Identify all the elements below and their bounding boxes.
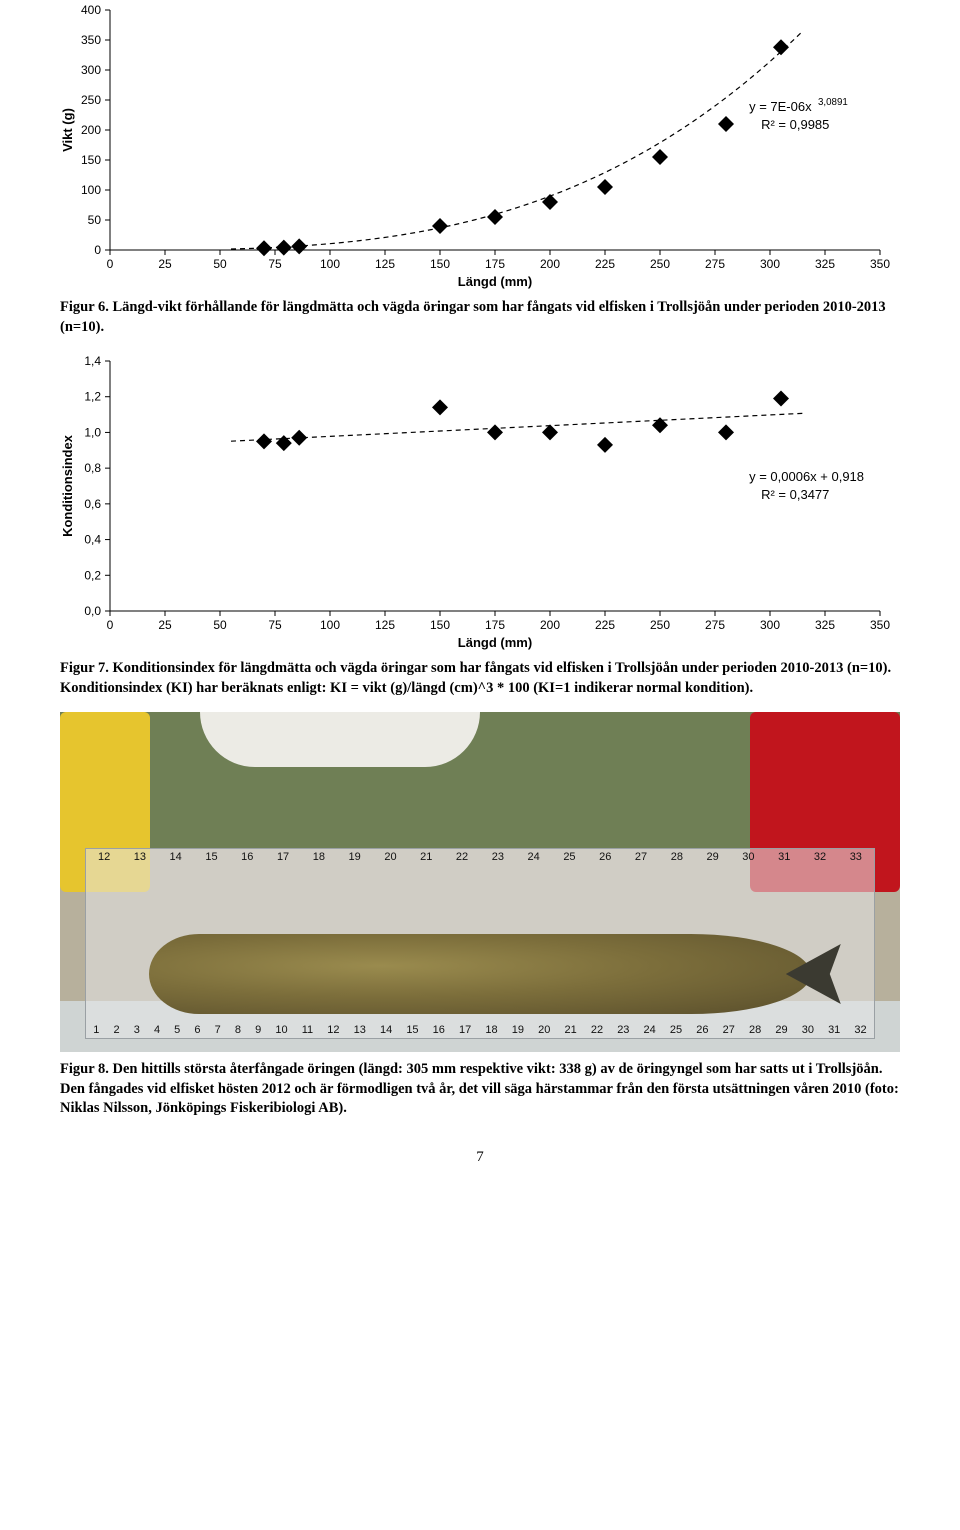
svg-text:1,2: 1,2 — [84, 390, 101, 404]
svg-text:75: 75 — [268, 257, 282, 271]
figure-8-caption: Figur 8. Den hittills största återfångad… — [60, 1060, 900, 1119]
svg-text:R² = 0,9985: R² = 0,9985 — [761, 117, 829, 132]
svg-text:Konditionsindex: Konditionsindex — [60, 434, 75, 537]
ruler-scale-bottom: 1234567891011121314151617181920212223242… — [86, 1024, 874, 1036]
ruler-scale-top: 1213141516171819202122232425262728293031… — [86, 851, 874, 863]
svg-text:350: 350 — [870, 257, 890, 271]
svg-text:25: 25 — [158, 618, 172, 632]
figure-6-caption: Figur 6. Längd-vikt förhållande för läng… — [60, 298, 900, 337]
svg-text:300: 300 — [760, 257, 780, 271]
svg-text:y = 0,0006x + 0,918: y = 0,0006x + 0,918 — [749, 469, 864, 484]
svg-text:175: 175 — [485, 618, 505, 632]
svg-text:300: 300 — [760, 618, 780, 632]
svg-text:150: 150 — [81, 153, 101, 167]
svg-text:50: 50 — [213, 618, 227, 632]
svg-text:0,0: 0,0 — [84, 604, 101, 618]
fish-photo: 1213141516171819202122232425262728293031… — [60, 712, 900, 1052]
svg-text:1,4: 1,4 — [84, 354, 101, 368]
svg-text:225: 225 — [595, 257, 615, 271]
length-weight-chart: 0 25 50 75 100 125 150 175 200 225 250 275 300 325 350… — [60, 0, 900, 290]
svg-text:200: 200 — [540, 257, 560, 271]
measuring-ruler: 1213141516171819202122232425262728293031… — [85, 848, 875, 1038]
svg-text:100: 100 — [320, 618, 340, 632]
svg-text:3,0891: 3,0891 — [818, 97, 848, 108]
svg-text:100: 100 — [81, 183, 101, 197]
figure-7-caption: Figur 7. Konditionsindex för längdmätta … — [60, 659, 900, 698]
svg-text:250: 250 — [81, 93, 101, 107]
svg-text:275: 275 — [705, 257, 725, 271]
svg-text:75: 75 — [268, 618, 282, 632]
svg-text:200: 200 — [81, 123, 101, 137]
photo-white-bowl — [200, 712, 480, 767]
svg-text:275: 275 — [705, 618, 725, 632]
svg-text:100: 100 — [320, 257, 340, 271]
svg-text:125: 125 — [375, 618, 395, 632]
svg-text:300: 300 — [81, 63, 101, 77]
svg-text:350: 350 — [81, 33, 101, 47]
page-number: 7 — [60, 1149, 900, 1166]
svg-text:200: 200 — [540, 618, 560, 632]
svg-text:50: 50 — [88, 213, 102, 227]
svg-text:325: 325 — [815, 257, 835, 271]
svg-text:0: 0 — [107, 257, 114, 271]
svg-text:150: 150 — [430, 618, 450, 632]
svg-text:175: 175 — [485, 257, 505, 271]
svg-text:250: 250 — [650, 618, 670, 632]
trout-specimen — [149, 934, 811, 1014]
svg-text:0,6: 0,6 — [84, 497, 101, 511]
svg-text:R² = 0,3477: R² = 0,3477 — [761, 487, 829, 502]
svg-text:y = 7E-06x: y = 7E-06x — [749, 99, 812, 114]
svg-text:400: 400 — [81, 3, 101, 17]
svg-text:Längd (mm): Längd (mm) — [458, 274, 532, 289]
svg-text:Längd (mm): Längd (mm) — [458, 635, 532, 650]
svg-text:0: 0 — [107, 618, 114, 632]
svg-text:150: 150 — [430, 257, 450, 271]
svg-text:Vikt (g): Vikt (g) — [60, 108, 75, 152]
condition-index-chart: 0 25 50 75 100 125 150 175 200 225 250 275 300 325 350… — [60, 351, 900, 651]
svg-text:0,8: 0,8 — [84, 461, 101, 475]
svg-text:0,4: 0,4 — [84, 533, 101, 547]
svg-text:50: 50 — [213, 257, 227, 271]
svg-text:0: 0 — [94, 243, 101, 257]
svg-text:25: 25 — [158, 257, 172, 271]
svg-text:225: 225 — [595, 618, 615, 632]
svg-text:350: 350 — [870, 618, 890, 632]
svg-text:125: 125 — [375, 257, 395, 271]
svg-text:1,0: 1,0 — [84, 426, 101, 440]
svg-text:325: 325 — [815, 618, 835, 632]
svg-text:250: 250 — [650, 257, 670, 271]
svg-text:0,2: 0,2 — [84, 568, 101, 582]
